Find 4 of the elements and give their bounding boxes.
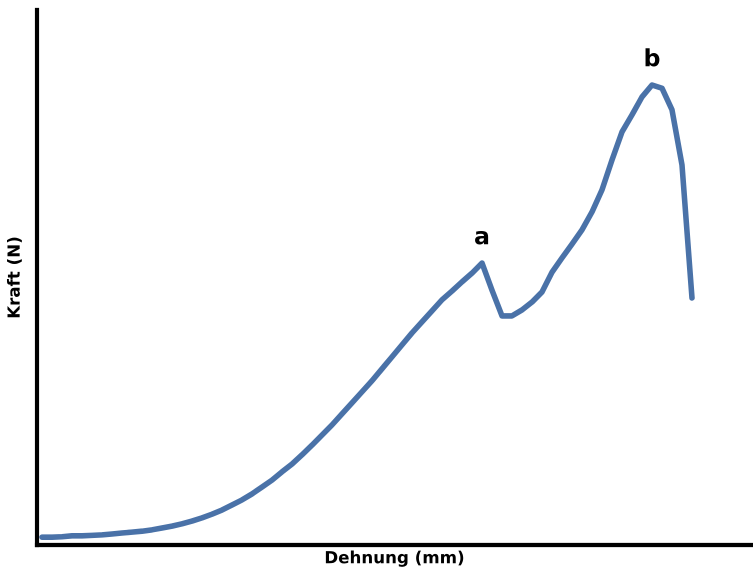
annotation: b (646, 48, 660, 67)
y-axis-title: Kraft (N) (6, 238, 22, 318)
x-axis-title: Dehnung (mm) (326, 550, 464, 567)
annotation: a (475, 231, 488, 245)
